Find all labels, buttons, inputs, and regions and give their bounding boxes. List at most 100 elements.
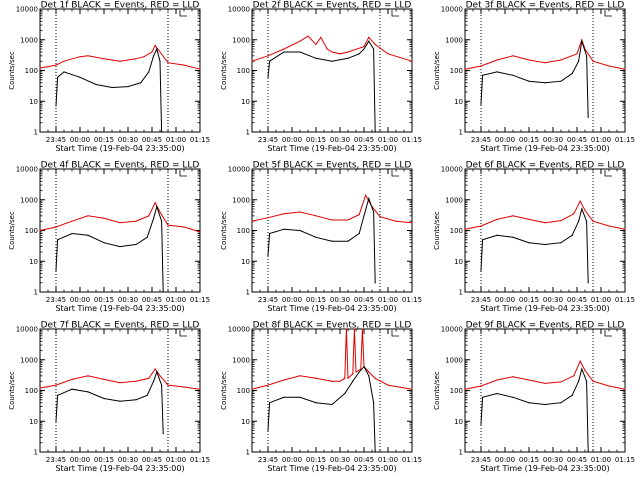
lld-point [344, 377, 346, 379]
chart-title: Det 3f BLACK = Events, RED = LLD [466, 1, 625, 11]
lld-point [624, 388, 626, 390]
events-point [269, 402, 271, 404]
x-tick-label: 00:15 [94, 296, 114, 304]
events-point [57, 76, 59, 78]
lld-point [579, 360, 581, 362]
events-point [578, 220, 580, 222]
events-point [162, 291, 164, 293]
events-point [587, 282, 589, 284]
series-lld-line [39, 201, 201, 233]
events-point [482, 74, 484, 76]
chart-title: Det 2f BLACK = Events, RED = LLD [253, 1, 412, 11]
y-tick-label: 1 [34, 449, 38, 457]
lld-point [167, 224, 169, 226]
lld-point [361, 328, 363, 330]
lld-point [608, 225, 610, 227]
x-axis-label: Start Time (19-Feb-04 23:35:00) [55, 464, 184, 473]
lld-point [167, 384, 169, 386]
lld-point [464, 68, 466, 70]
events-point [560, 242, 562, 244]
lld-point [159, 51, 161, 53]
events-point [586, 55, 588, 57]
y-tick-label: 10000 [228, 6, 250, 14]
y-tick-label: 100 [237, 387, 250, 395]
events-point [363, 48, 365, 50]
events-point [315, 57, 317, 59]
y-axis-label: Counts/sec [8, 51, 16, 90]
y-tick-label: 100 [25, 67, 38, 75]
x-tick-label: 01:15 [615, 456, 635, 464]
chart-title: Det 5f BLACK = Events, RED = LLD [253, 161, 412, 171]
events-point [544, 403, 546, 406]
y-axis-label: Counts/sec [433, 371, 441, 410]
events-point [373, 211, 375, 213]
y-tick-label: 1000 [232, 36, 250, 44]
x-tick-label: 00:15 [519, 136, 539, 144]
events-point [135, 243, 137, 246]
plot-frame [251, 8, 413, 133]
lld-point [159, 211, 161, 213]
y-tick-label: 1000 [20, 36, 38, 44]
lld-point [592, 60, 594, 62]
lld-point [148, 215, 150, 217]
lld-point [592, 380, 594, 382]
events-point [560, 402, 562, 404]
events-point [153, 55, 155, 57]
events-point [103, 242, 105, 244]
lld-point [480, 225, 482, 227]
lld-point [339, 380, 341, 382]
series-events-line [55, 204, 164, 293]
x-tick-label: 01:15 [190, 136, 210, 144]
corner-marker [179, 10, 187, 17]
x-tick-label: 01:00 [166, 136, 186, 144]
events-point [148, 71, 150, 73]
lld-point [183, 226, 185, 228]
x-tick-label: 01:00 [591, 456, 611, 464]
x-tick-label: 00:45 [354, 136, 374, 144]
chart-panel-8: Det 8f BLACK = Events, RED = LLD 1 10 100 10… [220, 321, 422, 474]
lld-point [267, 55, 269, 57]
series-lld-line [464, 38, 626, 70]
events-point [57, 239, 59, 241]
lld-point [55, 226, 57, 228]
events-point [586, 380, 588, 382]
lld-point [315, 215, 317, 217]
x-tick-label: 00:00 [495, 296, 515, 304]
x-axis-label: Start Time (19-Feb-04 23:35:00) [267, 464, 396, 473]
x-tick-label: 00:30 [543, 136, 563, 144]
events-point [374, 282, 376, 284]
events-point [119, 400, 121, 402]
events-point [71, 232, 73, 235]
series-lld-line [251, 194, 413, 224]
corner-marker [604, 170, 612, 177]
lld-point [103, 58, 105, 60]
x-tick-label: 01:00 [166, 296, 186, 304]
events-point [55, 420, 57, 422]
y-tick-label: 10000 [441, 166, 463, 174]
series-events-line [267, 196, 376, 283]
y-axis-label: Counts/sec [220, 51, 228, 90]
x-tick-label: 01:15 [615, 136, 635, 144]
lld-point [573, 213, 575, 215]
y-tick-label: 10000 [441, 6, 463, 14]
events-point [315, 236, 317, 238]
events-point [267, 76, 269, 78]
corner-marker [391, 10, 399, 17]
lld-point [315, 377, 317, 379]
y-tick-label: 10 [241, 98, 250, 106]
events-point [496, 234, 498, 236]
events-point [71, 388, 73, 390]
events-point [512, 236, 514, 238]
lld-point [151, 51, 153, 53]
lld-point [496, 59, 498, 61]
x-tick-label: 00:00 [70, 456, 90, 464]
events-point [571, 394, 573, 396]
x-tick-label: 23:45 [471, 456, 491, 464]
y-axis-label: Counts/sec [220, 371, 228, 410]
y-tick-label: 1 [34, 289, 38, 297]
events-point [587, 451, 589, 453]
lld-point [608, 385, 610, 387]
corner-marker [391, 170, 399, 177]
plot-frame [251, 328, 413, 453]
lld-point [496, 379, 498, 381]
